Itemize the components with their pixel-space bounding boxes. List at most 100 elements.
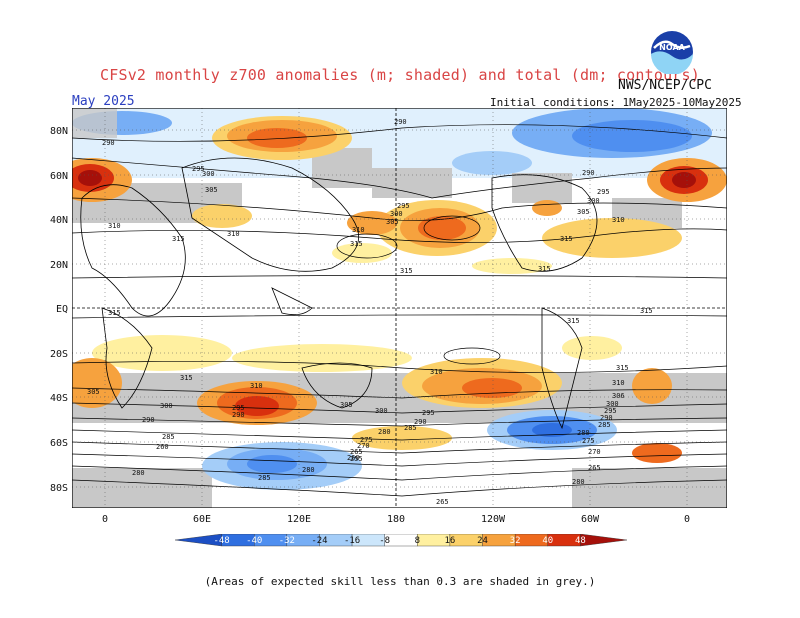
svg-text:295: 295 <box>192 165 205 173</box>
svg-text:305: 305 <box>386 218 399 226</box>
anomaly-colorbar: -48 -40 -32 -24 -16 -8 8 16 24 32 40 48 <box>175 534 627 547</box>
longitude-axis: 0 60E 120E 180 120W 60W 0 <box>102 514 690 525</box>
svg-text:NOAA: NOAA <box>659 43 685 52</box>
svg-text:315: 315 <box>538 265 551 273</box>
svg-text:290: 290 <box>394 118 407 126</box>
svg-text:315: 315 <box>108 309 121 317</box>
lat-label: 40N <box>50 215 68 226</box>
lat-label: 80S <box>50 483 68 494</box>
svg-text:280: 280 <box>378 428 391 436</box>
svg-text:295: 295 <box>604 407 617 415</box>
svg-text:315: 315 <box>180 374 193 382</box>
svg-text:310: 310 <box>612 216 625 224</box>
lat-label: 40S <box>50 393 68 404</box>
svg-text:280: 280 <box>132 469 145 477</box>
svg-text:290: 290 <box>414 418 427 426</box>
lat-label: 60N <box>50 171 68 182</box>
lat-label: 60S <box>50 438 68 449</box>
svg-text:285: 285 <box>404 424 417 432</box>
anomaly-map: 290 290 300 295 305 310 315 310 295 300 … <box>52 107 728 509</box>
noaa-logo-icon: NOAA <box>651 31 693 74</box>
organization-label: NWS/NCEP/CPC <box>618 78 712 93</box>
skill-footnote: (Areas of expected skill less than 0.3 a… <box>204 575 596 588</box>
svg-text:265: 265 <box>350 448 363 456</box>
forecast-month: May 2025 <box>72 94 135 109</box>
svg-text:315: 315 <box>400 267 413 275</box>
lon-label: 60W <box>581 514 600 525</box>
svg-text:290: 290 <box>142 416 155 424</box>
svg-text:290: 290 <box>232 411 245 419</box>
colorbar-tick-label: 24 <box>477 536 488 546</box>
svg-text:295: 295 <box>232 404 245 412</box>
lat-label: 80N <box>50 126 68 137</box>
colorbar-tick-label: 48 <box>575 536 586 546</box>
svg-text:295: 295 <box>597 188 610 196</box>
svg-text:300: 300 <box>202 170 215 178</box>
svg-text:300: 300 <box>606 400 619 408</box>
svg-text:315: 315 <box>172 235 185 243</box>
svg-text:295: 295 <box>397 202 410 210</box>
initial-conditions: Initial conditions: 1May2025-10May2025 <box>490 96 742 109</box>
svg-text:315: 315 <box>560 235 573 243</box>
svg-text:310: 310 <box>250 382 263 390</box>
colorbar-tick-label: -48 <box>213 536 229 546</box>
colorbar-tick-label: 32 <box>510 536 521 546</box>
svg-text:305: 305 <box>577 208 590 216</box>
lon-label: 120E <box>287 514 311 525</box>
contour-labels: 290 290 300 295 305 310 315 310 295 300 … <box>87 118 653 506</box>
colorbar-tick-label: -32 <box>279 536 295 546</box>
lon-label: 120W <box>481 514 506 525</box>
chart-title: CFSv2 monthly z700 anomalies (m; shaded)… <box>100 66 700 84</box>
svg-text:280: 280 <box>302 466 315 474</box>
svg-text:285: 285 <box>598 421 611 429</box>
svg-text:310: 310 <box>352 226 365 234</box>
lat-label: 20N <box>50 260 68 271</box>
colorbar-tick-label: -40 <box>246 536 262 546</box>
svg-text:305: 305 <box>340 401 353 409</box>
svg-text:275: 275 <box>582 437 595 445</box>
svg-text:260: 260 <box>347 454 360 462</box>
lon-label: 180 <box>387 514 405 525</box>
lon-label: 0 <box>102 514 108 525</box>
svg-text:285: 285 <box>258 474 271 482</box>
svg-text:305: 305 <box>87 388 100 396</box>
svg-text:280: 280 <box>572 478 585 486</box>
svg-text:270: 270 <box>588 448 601 456</box>
lat-label: EQ <box>56 304 68 315</box>
svg-text:295: 295 <box>422 409 435 417</box>
colorbar-tick-label: -24 <box>311 536 327 546</box>
svg-text:255: 255 <box>350 455 363 463</box>
svg-text:315: 315 <box>616 364 629 372</box>
lat-label: 20S <box>50 349 68 360</box>
colorbar-tick-label: 40 <box>542 536 553 546</box>
svg-text:290: 290 <box>600 414 613 422</box>
svg-text:315: 315 <box>350 240 363 248</box>
svg-text:260: 260 <box>156 443 169 451</box>
lon-label: 0 <box>684 514 690 525</box>
svg-text:300: 300 <box>587 197 600 205</box>
svg-text:315: 315 <box>640 307 653 315</box>
svg-text:306: 306 <box>612 392 625 400</box>
lon-label: 60E <box>193 514 211 525</box>
svg-text:300: 300 <box>160 402 173 410</box>
svg-text:310: 310 <box>108 222 121 230</box>
svg-text:275: 275 <box>360 436 373 444</box>
colorbar-cell <box>580 534 627 547</box>
svg-text:310: 310 <box>612 379 625 387</box>
colorbar-tick-label: 8 <box>415 536 420 546</box>
svg-text:305: 305 <box>205 186 218 194</box>
svg-text:280: 280 <box>577 429 590 437</box>
svg-text:315: 315 <box>567 317 580 325</box>
svg-text:265: 265 <box>436 498 449 506</box>
svg-text:265: 265 <box>588 464 601 472</box>
svg-text:310: 310 <box>227 230 240 238</box>
colorbar-tick-label: 16 <box>445 536 456 546</box>
latitude-axis: 80N 60N 40N 20N EQ 20S 40S 60S 80S <box>50 126 68 494</box>
svg-text:290: 290 <box>582 169 595 177</box>
svg-text:310: 310 <box>430 368 443 376</box>
colorbar-tick-label: -16 <box>344 536 360 546</box>
svg-text:290: 290 <box>102 139 115 147</box>
svg-text:285: 285 <box>162 433 175 441</box>
svg-text:270: 270 <box>357 442 370 450</box>
svg-text:300: 300 <box>375 407 388 415</box>
